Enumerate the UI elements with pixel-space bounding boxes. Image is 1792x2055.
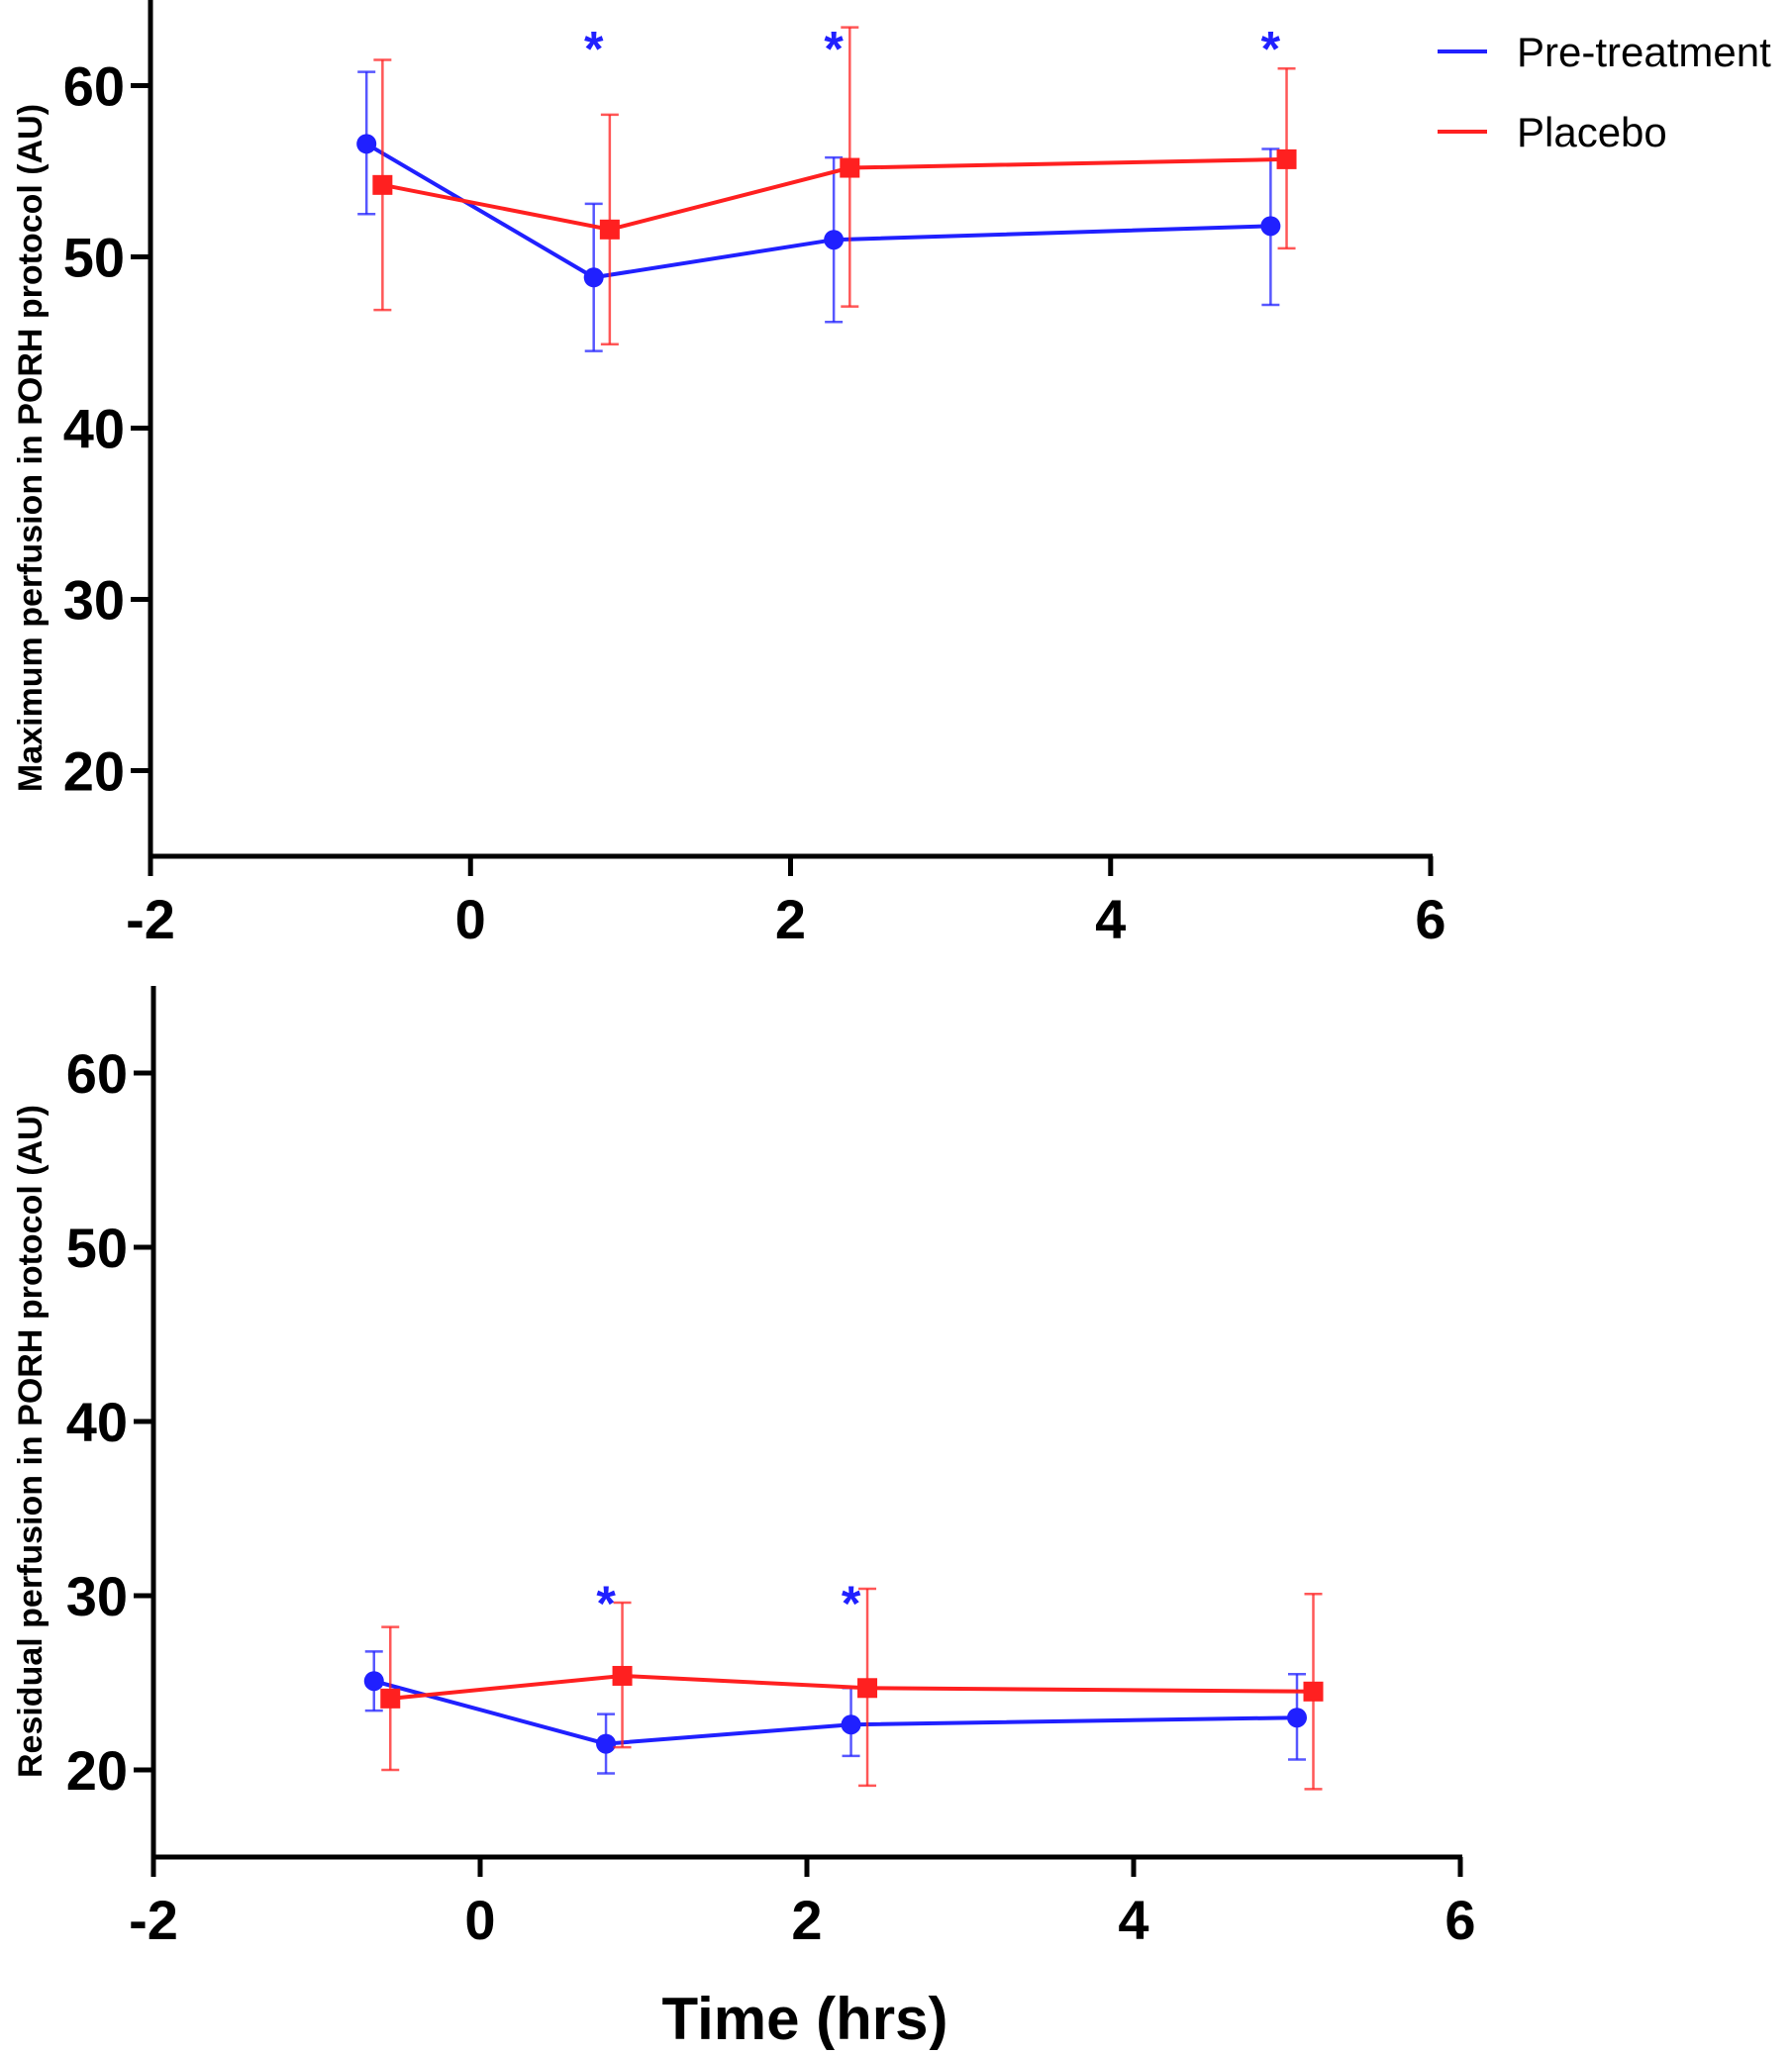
y-tick-label: 40	[66, 1391, 128, 1453]
data-point	[583, 267, 604, 288]
data-point	[596, 1733, 617, 1754]
series-line	[365, 142, 1271, 280]
data-point	[857, 1678, 878, 1699]
y-tick-label: 30	[66, 1565, 128, 1627]
y-tick-label: 50	[63, 227, 125, 289]
series-line	[390, 1673, 1314, 1701]
chart-panel-maximum-perfusion: 20 30 40 50 60 -2 0 2 4 6 Maximum perfusion in POR…	[12, 0, 1446, 950]
x-tick-label: -2	[126, 888, 175, 950]
x-tick-label: 6	[1415, 888, 1445, 950]
data-point	[372, 174, 393, 195]
series-pre-treatment	[363, 1650, 1307, 1775]
x-tick-label: 0	[455, 888, 486, 950]
data-point	[841, 1714, 861, 1735]
x-tick-label: 2	[791, 1889, 822, 1951]
significance-star: *	[824, 22, 844, 77]
significance-star: *	[842, 1576, 861, 1631]
data-point	[1276, 148, 1297, 169]
y-tick-label: 50	[66, 1217, 128, 1279]
y-tick-label: 60	[66, 1042, 128, 1105]
series-placebo	[380, 1587, 1324, 1791]
y-tick-label: 40	[63, 398, 125, 460]
x-tick-label: 2	[775, 888, 806, 950]
y-tick-label: 20	[66, 1739, 128, 1802]
x-axis-title: Time (hrs)	[662, 1986, 948, 2050]
legend-label: Placebo	[1517, 109, 1667, 155]
x-tick-label: 6	[1444, 1889, 1475, 1951]
significance-star: *	[584, 22, 604, 77]
x-tick-label: 4	[1095, 888, 1126, 950]
data-point	[380, 1688, 401, 1709]
significance-star: *	[596, 1576, 616, 1631]
series-pre-treatment	[356, 70, 1281, 352]
y-axis-label: Maximum perfusion in PORH protocol (AU)	[12, 104, 50, 792]
data-point	[599, 219, 620, 240]
x-tick-label: 0	[464, 1889, 495, 1951]
x-tick-label: 4	[1118, 1889, 1148, 1951]
data-point	[1260, 216, 1281, 237]
y-tick-label: 30	[63, 569, 125, 632]
data-point	[1287, 1708, 1307, 1728]
y-tick-label: 20	[63, 740, 125, 803]
series-line	[373, 1679, 1298, 1746]
data-point	[840, 157, 860, 178]
series-line	[381, 156, 1287, 232]
data-point	[356, 134, 377, 154]
y-axis-label: Residual perfusion in PORH protocol (AU)	[12, 1105, 50, 1778]
data-point	[1303, 1681, 1324, 1702]
data-point	[363, 1671, 384, 1692]
series-placebo	[372, 26, 1297, 345]
legend: Pre-treatment Placebo	[1438, 29, 1771, 155]
x-tick-label: -2	[129, 1889, 178, 1951]
y-tick-label: 60	[63, 55, 125, 118]
data-point	[824, 230, 845, 250]
chart-panel-residual-perfusion: 20 30 40 50 60 -2 0 2 4 6 Residual perfusion in PO…	[12, 986, 1476, 1951]
legend-label: Pre-treatment	[1517, 29, 1771, 75]
data-point	[612, 1665, 633, 1686]
significance-star: *	[1261, 22, 1281, 77]
